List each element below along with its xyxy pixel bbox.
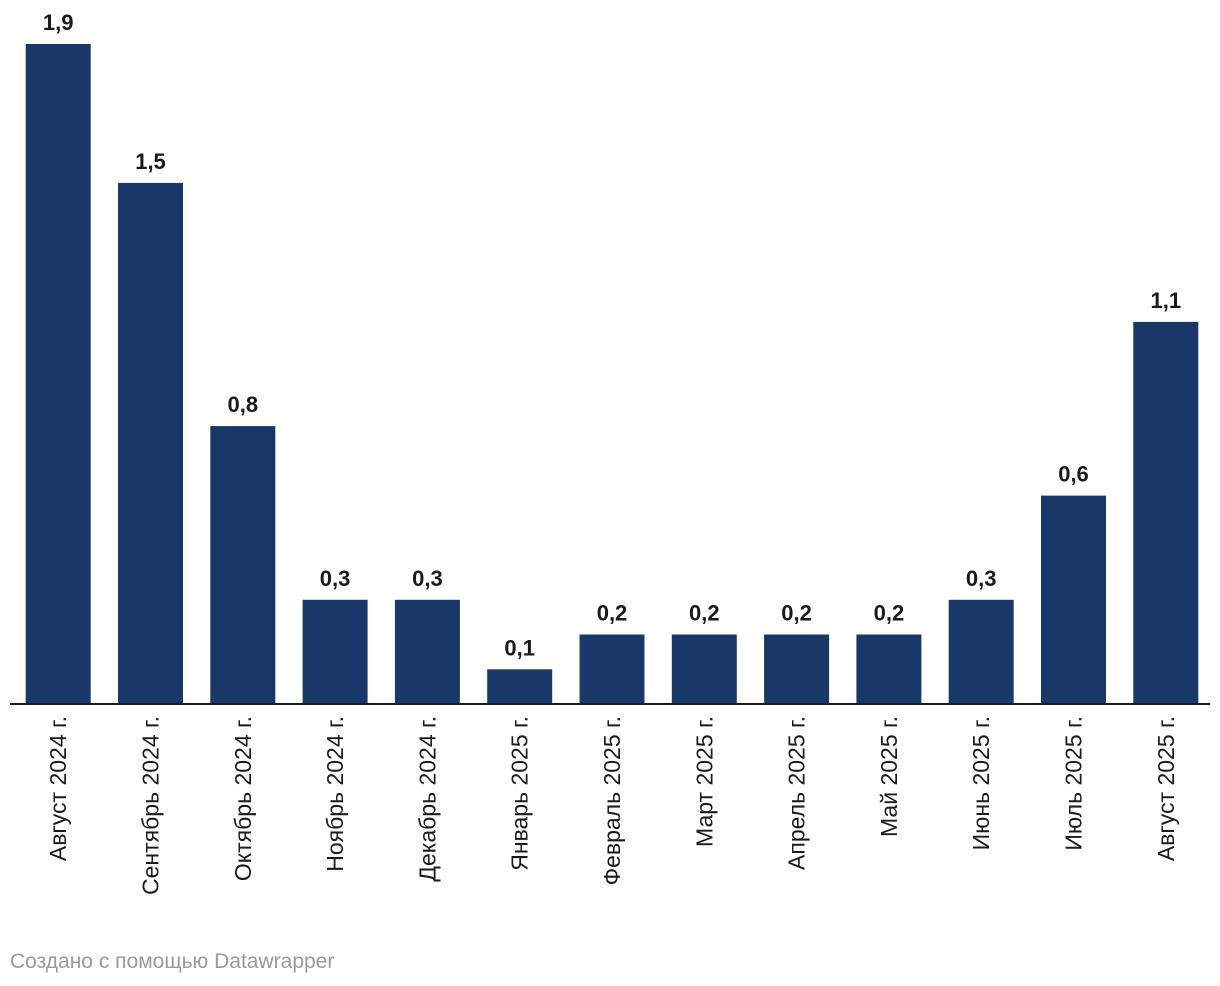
bar-5 (394, 599, 460, 704)
bar-3 (210, 426, 276, 704)
value-label-8: 0,2 (689, 601, 720, 626)
x-tick-label-13: Август 2025 г. (1153, 716, 1179, 861)
x-tick-label-2: Сентябрь 2024 г. (138, 716, 164, 895)
value-label-4: 0,3 (320, 566, 351, 591)
bar-9 (764, 634, 830, 704)
value-labels-layer: 1,9 1,5 0,8 0,3 0,3 0,1 0,2 0,2 0,2 0,2 0,3 0,6 1,1 (43, 10, 1181, 660)
x-tick-label-9: Апрель 2025 г. (784, 716, 810, 870)
bar-7 (579, 634, 645, 704)
bar-chart: 1,91,50,80,3 0,30,10,2 0,2 0,2 0,20,30,61,1 … (10, 10, 1210, 895)
x-tick-label-12: Июль 2025 г. (1061, 716, 1087, 851)
bar-12 (1041, 495, 1106, 704)
x-tick-label-3: Октябрь 2024 г. (230, 716, 256, 881)
bar-6 (487, 669, 553, 704)
bar-1 (25, 44, 91, 704)
value-label-6: 0,1 (504, 635, 535, 660)
value-label-13: 1,1 (1151, 288, 1182, 313)
value-label-1: 1,9 (43, 10, 74, 35)
value-label-3: 0,8 (228, 392, 259, 417)
value-label-2: 1,5 (135, 149, 166, 174)
bar-13 (1133, 321, 1199, 704)
value-label-12: 0,6 (1058, 462, 1089, 487)
bars-layer (25, 44, 1199, 704)
bar-10 (856, 634, 922, 704)
bar-8 (671, 634, 737, 704)
x-tick-label-6: Январь 2025 г. (507, 716, 533, 871)
bar-4 (302, 599, 368, 704)
value-label-5: 0,3 (412, 566, 443, 591)
value-label-7: 0,2 (597, 601, 628, 626)
x-axis-tick-labels: Август 2024 г. Сентябрь 2024 г. Октябрь 20… (45, 716, 1179, 895)
bar-11 (948, 599, 1014, 704)
bar-2 (118, 182, 183, 704)
x-tick-label-8: Март 2025 г. (691, 716, 717, 847)
x-tick-label-5: Декабрь 2024 г. (414, 716, 440, 882)
x-tick-label-4: Ноябрь 2024 г. (322, 716, 348, 872)
value-label-11: 0,3 (966, 566, 997, 591)
x-tick-label-11: Июнь 2025 г. (968, 716, 994, 850)
value-label-10: 0,2 (874, 601, 905, 626)
x-tick-label-7: Февраль 2025 г. (599, 716, 625, 885)
x-tick-label-10: Май 2025 г. (876, 716, 902, 837)
datawrapper-credit: Создано с помощью Datawrapper (10, 950, 335, 973)
value-label-9: 0,2 (781, 601, 812, 626)
x-tick-label-1: Август 2024 г. (45, 716, 71, 861)
